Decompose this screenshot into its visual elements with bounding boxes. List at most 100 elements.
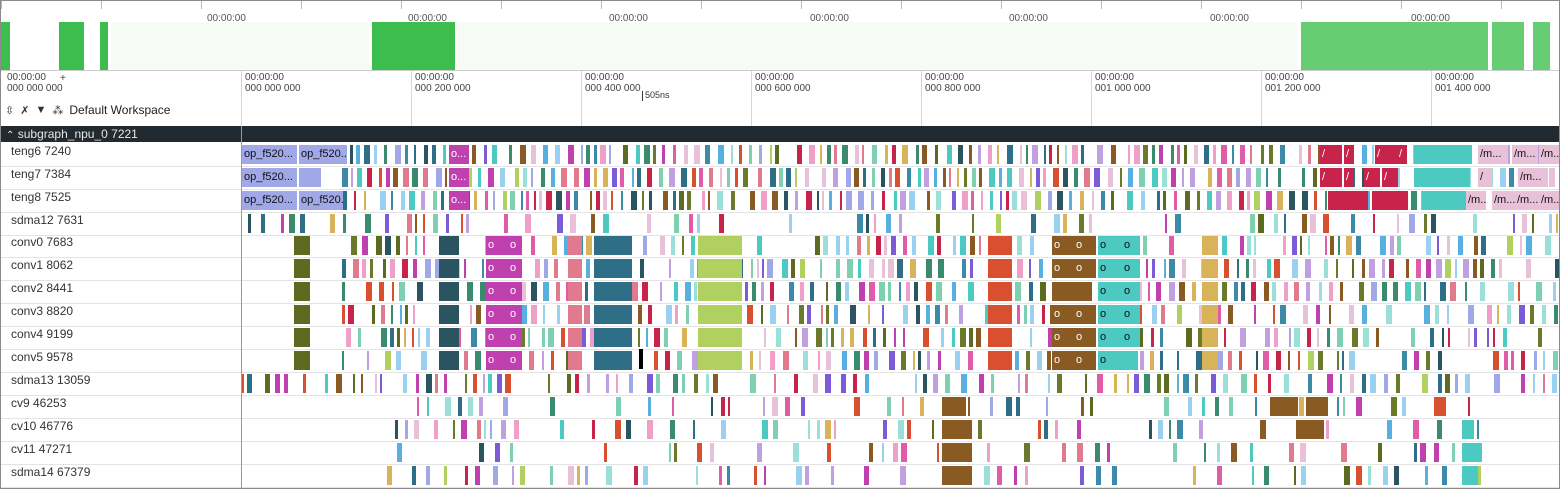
trace-slice[interactable] (568, 282, 582, 301)
track-lane[interactable]: op_f520... op_f520... o... / / / //m.../m.../m… (242, 145, 1559, 164)
trace-slice[interactable] (504, 214, 508, 233)
trace-slice[interactable] (891, 236, 896, 255)
trace-slice[interactable] (594, 145, 597, 164)
trace-slice[interactable] (903, 305, 908, 324)
trace-slice[interactable] (1280, 305, 1286, 324)
trace-slice[interactable] (1217, 466, 1222, 485)
trace-slice[interactable] (361, 374, 363, 393)
trace-slice[interactable] (1402, 397, 1406, 416)
trace-slice[interactable] (660, 236, 665, 255)
trace-slice[interactable] (1380, 236, 1386, 255)
trace-slice[interactable] (1208, 168, 1212, 187)
trace-slice[interactable] (1095, 443, 1100, 462)
trace-slice[interactable] (1273, 305, 1275, 324)
trace-slice[interactable] (869, 443, 873, 462)
trace-slice[interactable] (842, 145, 848, 164)
trace-slice[interactable] (889, 168, 892, 187)
trace-slice[interactable] (916, 305, 920, 324)
trace-slice[interactable] (1372, 191, 1408, 210)
trace-slice[interactable] (687, 191, 691, 210)
trace-slice[interactable] (669, 168, 675, 187)
trace-slice[interactable] (1289, 191, 1295, 210)
trace-slice[interactable] (364, 145, 370, 164)
trace-slice[interactable] (435, 374, 438, 393)
trace-slice[interactable] (987, 443, 990, 462)
trace-slice[interactable] (979, 236, 981, 255)
trace-slice[interactable] (629, 374, 633, 393)
trace-slice[interactable] (961, 374, 967, 393)
trace-slice[interactable] (1477, 420, 1479, 439)
trace-slice[interactable] (531, 236, 535, 255)
trace-slice[interactable] (822, 168, 826, 187)
trace-slice[interactable] (894, 191, 897, 210)
trace-slice[interactable] (801, 397, 805, 416)
track-row[interactable]: teng7 7384 op_f520... o... / / / / //m... (1, 166, 1559, 190)
trace-slice[interactable] (834, 305, 838, 324)
trace-slice[interactable] (1048, 191, 1052, 210)
trace-slice[interactable] (717, 191, 723, 210)
trace-slice[interactable] (990, 191, 993, 210)
trace-slice[interactable] (682, 374, 685, 393)
trace-slice[interactable] (417, 397, 419, 416)
trace-slice[interactable] (764, 328, 766, 347)
trace-slice[interactable] (962, 259, 966, 278)
trace-slice[interactable] (439, 282, 459, 301)
trace-slice[interactable] (1047, 351, 1051, 370)
trace-slice[interactable] (881, 168, 885, 187)
trace-slice[interactable] (1264, 282, 1269, 301)
trace-slice[interactable] (1480, 259, 1484, 278)
trace-slice[interactable] (1193, 466, 1196, 485)
trace-slice[interactable] (869, 259, 874, 278)
trace-slice[interactable] (1435, 305, 1439, 324)
trace-slice[interactable] (1149, 420, 1152, 439)
trace-slice[interactable] (1319, 282, 1322, 301)
trace-slice[interactable] (294, 282, 310, 301)
trace-slice[interactable] (550, 466, 553, 485)
trace-slice[interactable] (1448, 328, 1450, 347)
trace-slice[interactable] (1021, 191, 1027, 210)
trace-slice[interactable] (1549, 168, 1555, 187)
trace-slice[interactable] (1325, 191, 1327, 210)
trace-slice[interactable] (458, 397, 462, 416)
track-row[interactable]: sdma12 7631 (1, 212, 1559, 236)
trace-slice[interactable] (1006, 397, 1012, 416)
trace-slice[interactable] (1387, 420, 1392, 439)
trace-slice[interactable] (926, 305, 930, 324)
track-row[interactable]: cv11 47271 (1, 441, 1559, 465)
trace-slice[interactable] (909, 191, 915, 210)
trace-slice[interactable] (399, 282, 405, 301)
trace-slice[interactable] (846, 168, 851, 187)
trace-slice[interactable] (1362, 145, 1367, 164)
trace-slice[interactable]: o (1074, 328, 1096, 347)
trace-slice[interactable] (443, 145, 446, 164)
trace-slice[interactable] (464, 351, 468, 370)
trace-slice[interactable] (1175, 214, 1181, 233)
trace-slice[interactable] (763, 397, 765, 416)
trace-slice[interactable] (1097, 145, 1103, 164)
trace-slice[interactable] (510, 191, 515, 210)
trace-slice[interactable] (858, 191, 864, 210)
trace-slice[interactable] (418, 328, 420, 347)
trace-slice[interactable] (1342, 351, 1344, 370)
trace-slice[interactable] (817, 420, 820, 439)
trace-slice[interactable] (863, 168, 866, 187)
trace-slice[interactable] (294, 305, 310, 324)
trace-slice[interactable] (970, 236, 975, 255)
trace-slice[interactable] (1044, 145, 1046, 164)
trace-slice[interactable] (836, 259, 840, 278)
trace-slice[interactable] (1127, 374, 1129, 393)
trace-slice[interactable] (713, 374, 718, 393)
trace-slice[interactable] (834, 145, 837, 164)
trace-slice[interactable] (749, 145, 752, 164)
trace-slice[interactable] (421, 351, 427, 370)
trace-slice[interactable] (1114, 374, 1117, 393)
trace-slice[interactable] (478, 168, 481, 187)
trace-slice[interactable] (1511, 351, 1514, 370)
trace-slice[interactable]: op_f520... (242, 168, 297, 187)
trace-slice[interactable]: / (1397, 145, 1407, 164)
trace-slice[interactable] (1556, 214, 1558, 233)
trace-slice[interactable] (413, 305, 415, 324)
trace-slice[interactable] (1284, 282, 1288, 301)
trace-slice[interactable] (874, 214, 876, 233)
trace-slice[interactable] (1186, 328, 1192, 347)
